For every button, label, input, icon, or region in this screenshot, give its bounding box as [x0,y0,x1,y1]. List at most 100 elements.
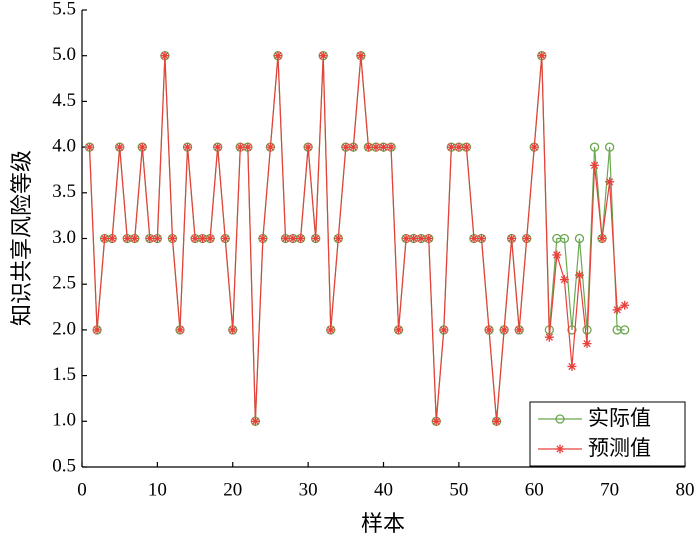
point [574,270,584,280]
point [107,234,117,243]
y-tick-label: 1.0 [52,410,76,431]
y-tick-label: 1.5 [52,364,76,385]
point [431,416,441,426]
point [620,300,630,310]
y-tick-label: 2.0 [52,318,76,339]
y-tick-label: 5.0 [52,44,76,65]
point [605,177,615,187]
point [416,234,426,243]
point [198,234,208,243]
legend-box [529,401,686,467]
legend-label: 预测值 [588,436,651,460]
x-tick-label: 80 [676,479,695,500]
point [386,142,396,152]
point [529,142,539,152]
point [85,142,95,152]
point [379,142,388,152]
x-tick-label: 30 [299,479,318,500]
point [122,234,132,243]
point [228,325,238,335]
point [492,416,502,426]
series-line [88,55,626,422]
point [409,234,419,243]
point [190,234,200,243]
point [296,234,306,243]
point [469,234,479,243]
point [424,234,434,243]
point [439,325,449,335]
point [620,325,630,335]
point [318,51,328,61]
x-tick-label: 70 [600,479,619,500]
point [115,142,125,152]
point [559,233,570,244]
point [597,234,607,243]
x-axis-label: 样本 [361,511,405,536]
point [567,361,577,371]
point [326,325,336,335]
point [92,325,102,335]
point [220,234,230,243]
point [507,234,517,243]
point [371,142,381,152]
x-tick-label: 60 [525,479,544,500]
point [341,142,351,152]
point [250,416,260,426]
point [137,142,147,152]
series [85,51,630,426]
y-axis-label: 知识共享风险等级 [9,150,34,326]
legend-marker [555,414,565,424]
point [612,305,622,315]
point [205,234,215,243]
y-tick-label: 3.0 [52,227,76,248]
point [454,142,464,152]
point [363,142,373,152]
point [183,142,193,152]
y-tick-label: 4.5 [52,90,76,111]
legend-label: 实际值 [588,406,651,430]
point [100,234,110,243]
point [552,250,562,260]
point [160,51,170,61]
point [303,142,313,152]
y-tick-label: 0.5 [52,455,76,476]
point [401,234,411,243]
point [288,234,298,243]
point [537,51,547,61]
point [333,234,343,243]
point [348,142,358,152]
point [281,234,291,243]
point [567,325,577,335]
point [499,325,509,335]
y-tick-label: 3.5 [52,181,76,202]
point [476,234,486,243]
point [514,325,524,335]
y-tick-label: 5.5 [52,0,76,19]
point [461,142,471,152]
point [484,325,494,335]
point [167,234,177,243]
point [175,325,185,335]
point [152,234,162,243]
point [604,142,615,152]
point [582,339,592,349]
legend-marker [555,444,565,454]
point [145,234,155,243]
point [243,142,253,152]
point [590,160,600,170]
point [273,51,283,61]
point [394,325,404,335]
y-tick-label: 4.0 [52,135,76,156]
x-tick-label: 0 [77,479,87,500]
x-tick-label: 50 [449,479,468,500]
x-tick-label: 20 [223,479,242,500]
x-tick-label: 10 [148,479,167,500]
point [522,234,532,243]
point [130,234,140,243]
point [258,234,268,243]
point [574,233,585,244]
point [311,234,321,243]
point [446,142,456,152]
point [589,142,600,152]
